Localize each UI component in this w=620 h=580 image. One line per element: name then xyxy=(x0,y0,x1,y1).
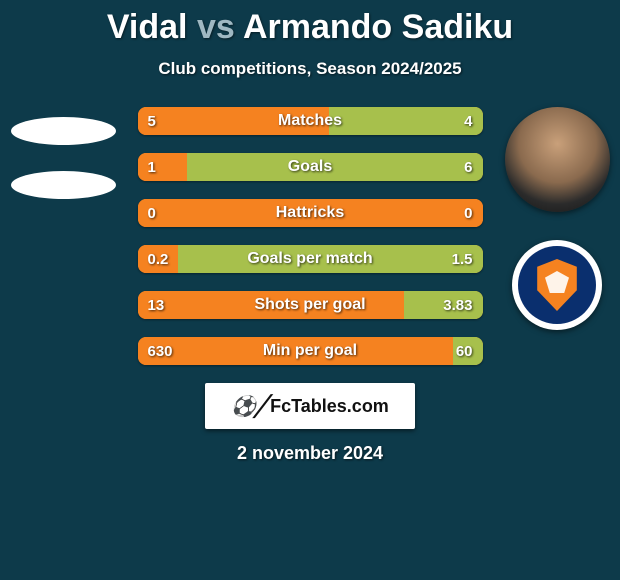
stat-bars: 54Matches 16Goals 00Hattricks 0.21.5Goals p… xyxy=(138,107,483,365)
player2-avatar xyxy=(505,107,610,212)
stat-bar-left xyxy=(138,153,187,181)
player1-club-placeholder xyxy=(11,171,116,199)
title-player1: Vidal xyxy=(107,8,188,46)
stat-row: 54Matches xyxy=(138,107,483,135)
stat-bar-left xyxy=(138,337,453,365)
brand-mark-icon: ⚽╱ xyxy=(231,394,266,419)
stat-bar-right xyxy=(187,153,483,181)
stat-bar-left xyxy=(138,245,179,273)
stat-row: 133.83Shots per goal xyxy=(138,291,483,319)
stat-row: 63060Min per goal xyxy=(138,337,483,365)
stat-bar-left xyxy=(138,199,483,227)
date-text: 2 november 2024 xyxy=(0,443,620,464)
left-avatars xyxy=(8,107,118,199)
page-title: Vidal vs Armando Sadiku xyxy=(0,0,620,47)
title-vs: vs xyxy=(197,8,235,46)
stat-bar-right xyxy=(453,337,483,365)
brand-logo: ⚽╱ FcTables.com xyxy=(205,383,415,429)
comparison-content: 54Matches 16Goals 00Hattricks 0.21.5Goals p… xyxy=(0,107,620,365)
stat-bar-left xyxy=(138,107,330,135)
stat-bar-right xyxy=(329,107,482,135)
player2-club-logo xyxy=(512,240,602,330)
stat-row: 16Goals xyxy=(138,153,483,181)
brand-text: FcTables.com xyxy=(270,396,389,417)
stat-bar-right xyxy=(178,245,482,273)
player1-avatar-placeholder xyxy=(11,117,116,145)
subtitle: Club competitions, Season 2024/2025 xyxy=(0,59,620,79)
stat-bar-right xyxy=(404,291,482,319)
stat-row: 0.21.5Goals per match xyxy=(138,245,483,273)
right-avatars xyxy=(502,107,612,330)
title-player2: Armando Sadiku xyxy=(243,8,513,46)
stat-row: 00Hattricks xyxy=(138,199,483,227)
stat-bar-left xyxy=(138,291,405,319)
